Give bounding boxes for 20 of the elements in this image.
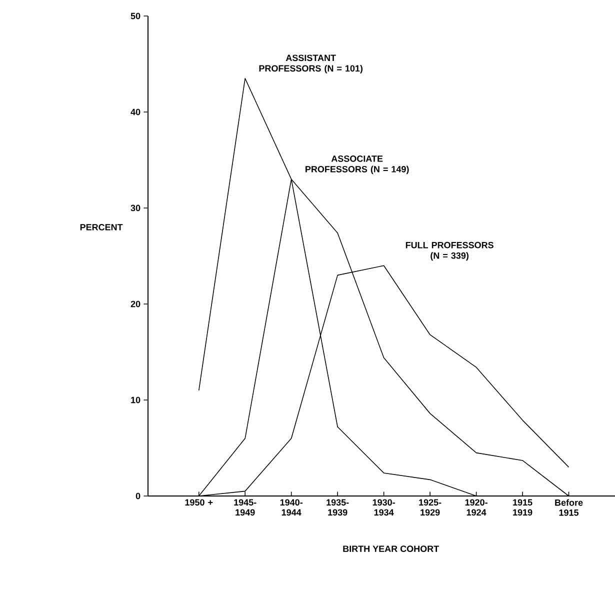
x-tick-label: 1915 1919 <box>513 499 532 516</box>
y-axis-title: PERCENT <box>80 224 123 230</box>
x-tick-label: 1920-1924 <box>465 499 488 516</box>
y-tick-label: 0 <box>136 492 140 500</box>
x-tick-label: 1925-1929 <box>419 499 442 516</box>
series-label: ASSISTANT PROFESSORS (N = 101) <box>259 54 363 74</box>
y-tick-label: 10 <box>131 396 140 404</box>
x-tick-label: 1945-1949 <box>234 499 256 516</box>
x-tick-label: 1950 + <box>185 499 213 506</box>
x-tick-label: 1940-1944 <box>280 499 302 516</box>
series-label: ASSOCIATE PROFESSORS (N = 149) <box>306 156 409 174</box>
x-tick-label: 1935-1939 <box>326 499 349 516</box>
x-tick-label: Before 1915 <box>555 499 583 516</box>
x-axis-title: BIRTH YEAR COHORT <box>343 546 439 552</box>
text: FULL PROFESSORS (N = 339) <box>406 242 494 261</box>
x-tick-label: 1930-1934 <box>372 499 395 516</box>
y-tick-label: 30 <box>130 204 140 212</box>
y-tick-label: 20 <box>130 300 140 308</box>
y-tick-label: 50 <box>130 12 140 20</box>
y-tick-label: 40 <box>130 108 140 116</box>
